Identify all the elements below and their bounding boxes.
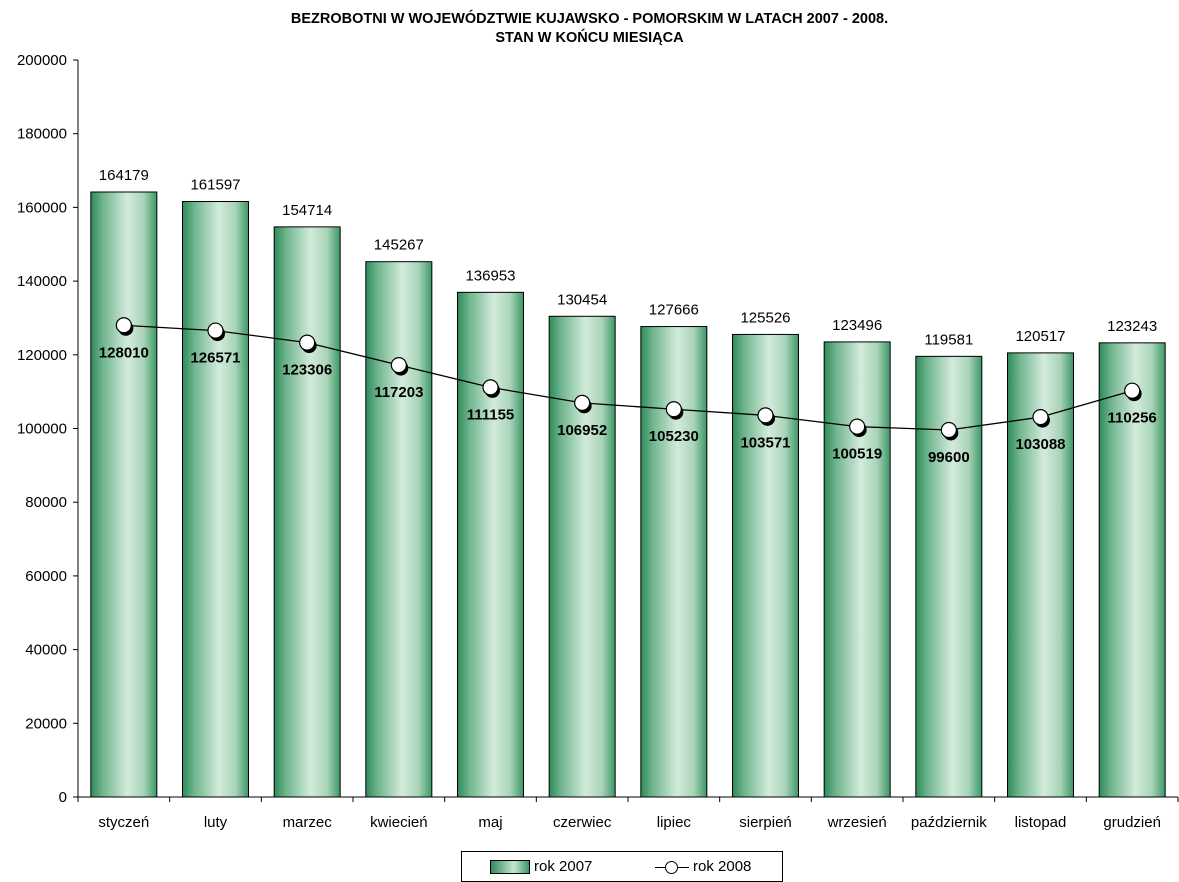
bar-value-label: 123243	[1107, 318, 1157, 335]
bar-value-label: 145267	[374, 237, 424, 254]
line-value-label: 126571	[190, 350, 240, 367]
x-category-label: listopad	[1015, 814, 1067, 831]
x-category-label: luty	[204, 814, 228, 831]
bar-2007-11	[1098, 342, 1166, 798]
line-value-label: 111155	[467, 406, 515, 423]
x-category-label: wrzesień	[827, 814, 887, 831]
y-tick-label: 140000	[17, 273, 67, 290]
bar-2007-7	[732, 333, 799, 798]
line-value-label: 128010	[99, 344, 149, 361]
bar-2007-1	[182, 201, 249, 798]
bar-2007-6	[640, 326, 708, 798]
line-2008-marker-9	[940, 421, 957, 439]
line-2008-marker-11	[1124, 382, 1141, 399]
bar-value-label: 123496	[832, 317, 882, 334]
legend-item-2007: rok 2007	[490, 858, 592, 875]
bar-value-label: 164179	[99, 167, 149, 184]
line-2008-marker-6	[665, 401, 682, 418]
x-category-label: grudzień	[1103, 814, 1161, 831]
line-2008-marker-10	[1032, 409, 1049, 426]
y-tick-label: 200000	[17, 52, 67, 69]
y-tick-label: 100000	[17, 421, 67, 438]
line-value-label: 123306	[282, 362, 332, 379]
y-tick-label: 0	[59, 789, 67, 806]
bar-value-label: 120517	[1015, 328, 1065, 345]
x-category-label: maj	[478, 814, 502, 831]
bar-2007-8	[823, 341, 891, 798]
bar-2007-0	[90, 191, 158, 798]
line-2008-marker-2	[299, 334, 316, 351]
bar-2007-5	[548, 315, 616, 798]
y-tick-label: 160000	[17, 199, 67, 216]
bar-value-label: 154714	[282, 202, 332, 219]
line-2008-marker-4	[482, 379, 499, 396]
line-2008-marker-7	[757, 407, 774, 424]
y-tick-label: 120000	[17, 347, 67, 364]
bar-2007-4	[457, 291, 524, 798]
line-value-label: 105230	[649, 428, 699, 445]
line-value-label: 103571	[740, 434, 790, 451]
bar-value-label: 127666	[649, 302, 699, 319]
legend-item-2008: rok 2008	[655, 858, 751, 875]
x-category-label: sierpień	[739, 814, 792, 831]
bar-value-label: 136953	[465, 267, 515, 284]
legend-line-marker-icon	[655, 860, 689, 874]
legend: rok 2007 rok 2008	[461, 851, 783, 882]
chart-title-line-2: STAN W KOŃCU MIESIĄCA	[495, 30, 684, 46]
y-tick-label: 180000	[17, 126, 67, 143]
y-tick-label: 20000	[25, 715, 67, 732]
line-value-label: 103088	[1015, 436, 1065, 453]
legend-label-2007: rok 2007	[534, 858, 593, 875]
bar-value-label: 161597	[190, 177, 240, 194]
x-category-label: kwiecień	[370, 814, 428, 831]
legend-bar-swatch	[490, 859, 530, 874]
line-value-label: 110256	[1108, 410, 1157, 427]
legend-label-2008: rok 2008	[693, 858, 752, 875]
bar-value-label: 119581	[924, 331, 973, 348]
x-category-label: czerwiec	[553, 814, 612, 831]
x-category-label: styczeń	[98, 814, 149, 831]
chart-title: BEZROBOTNI W WOJEWÓDZTWIE KUJAWSKO - POM…	[0, 10, 1179, 48]
x-category-label: marzec	[283, 814, 333, 831]
y-tick-label: 80000	[25, 494, 67, 511]
line-2008-marker-3	[390, 357, 407, 374]
line-2008-marker-0	[115, 317, 132, 334]
y-tick-label: 40000	[25, 642, 67, 659]
y-tick-label: 60000	[25, 568, 67, 585]
bar-value-label: 130454	[557, 291, 607, 308]
chart-title-line-1: BEZROBOTNI W WOJEWÓDZTWIE KUJAWSKO - POM…	[290, 11, 889, 27]
x-category-label: lipiec	[657, 814, 692, 831]
line-2008-marker-8	[849, 418, 866, 435]
line-value-label: 117203	[374, 384, 423, 401]
line-value-label: 100519	[832, 446, 882, 463]
bar-2007-3	[365, 261, 433, 798]
line-2008	[123, 324, 1133, 431]
line-value-label: 99600	[928, 449, 970, 466]
x-category-label: październik	[911, 814, 987, 831]
line-2008-marker-1	[207, 322, 224, 339]
line-value-label: 106952	[557, 422, 607, 439]
bar-2007-2	[273, 226, 341, 798]
line-2008-marker-5	[574, 394, 591, 411]
bar-value-label: 125526	[740, 309, 790, 326]
